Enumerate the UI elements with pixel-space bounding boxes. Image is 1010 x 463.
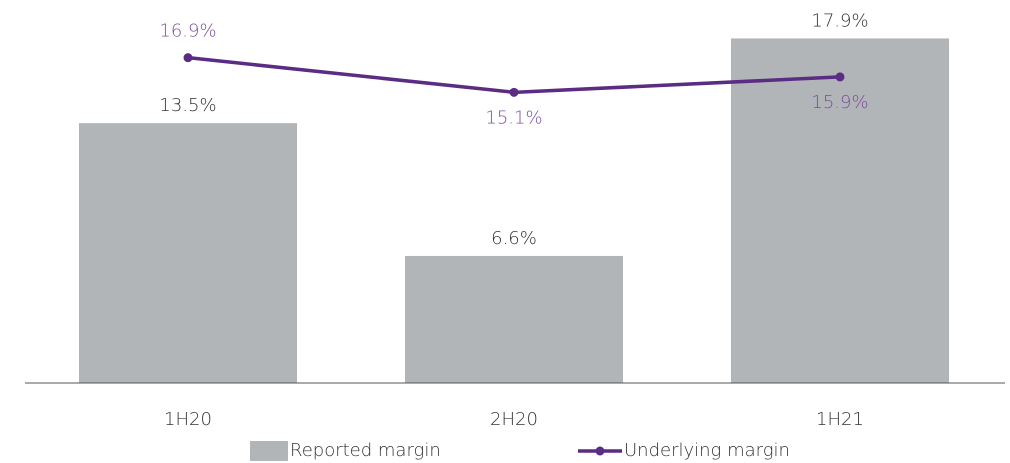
legend-swatch: [250, 441, 288, 461]
x-tick-label: 2H20: [490, 409, 538, 430]
line-value-label: 15.9%: [811, 92, 868, 113]
line-point: [509, 87, 519, 97]
line-point: [835, 72, 845, 82]
line-value-label: 15.1%: [485, 107, 542, 128]
line-point: [183, 53, 193, 63]
bar: [79, 123, 297, 383]
bar: [731, 38, 949, 384]
bar-value-label: 6.6%: [491, 228, 537, 249]
bar: [405, 255, 623, 383]
bar-value-label: 17.9%: [811, 10, 868, 31]
legend-label: Underlying margin: [624, 440, 790, 461]
legend-label: Reported margin: [290, 440, 441, 461]
legend-swatch-dot: [595, 446, 605, 456]
x-tick-label: 1H20: [164, 409, 212, 430]
line-value-label: 16.9%: [159, 21, 216, 42]
bar-value-label: 13.5%: [159, 95, 216, 116]
x-tick-label: 1H21: [816, 409, 864, 430]
